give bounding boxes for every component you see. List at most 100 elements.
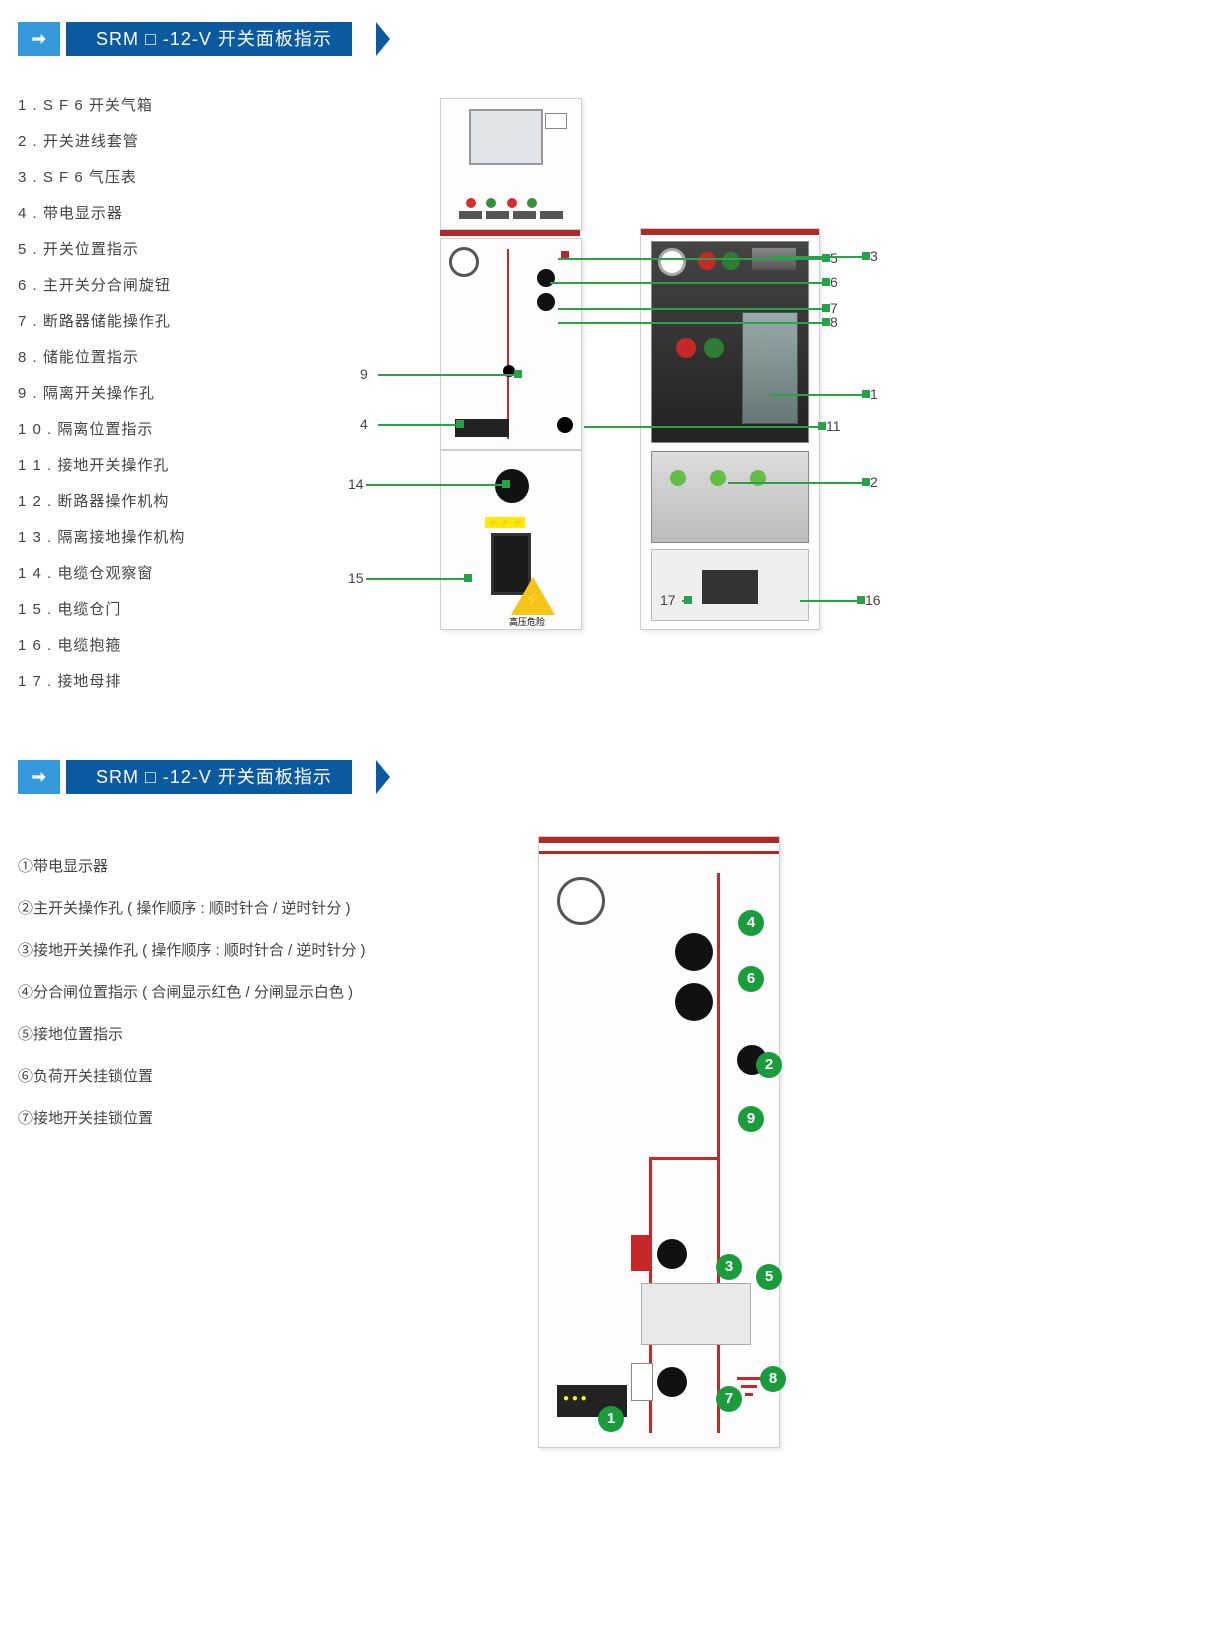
gnd-3 <box>745 1393 753 1396</box>
marker-4: 4 <box>738 910 764 936</box>
main-knob-2 <box>675 983 713 1021</box>
gauge-internal <box>658 248 686 276</box>
callout-15: 15 <box>348 570 364 586</box>
list-item: 1 7 . 接地母排 <box>18 664 185 700</box>
callout-9: 9 <box>360 366 368 382</box>
diagram-2: ● ● ● 462935871 <box>520 826 1000 1626</box>
lead-dot <box>862 390 870 398</box>
header-bar-1: SRM □ -12-V 开关面板指示 <box>18 18 1223 58</box>
lead-line <box>366 484 506 486</box>
mechanism-upper <box>651 241 809 443</box>
list-item: 1 2 . 断路器操作机构 <box>18 484 185 520</box>
list-item: 9 . 隔离开关操作孔 <box>18 376 185 412</box>
warn-strip: ⚡ ⚡ ⚡ <box>485 517 525 528</box>
list-item: 1 0 . 隔离位置指示 <box>18 412 185 448</box>
earth-hole-3 <box>657 1239 687 1269</box>
lead-dot <box>514 370 522 378</box>
callout-6: 6 <box>830 274 838 290</box>
cable-clamp <box>702 570 758 604</box>
list-item: 6 . 主开关分合闸旋钮 <box>18 268 185 304</box>
callout-14: 14 <box>348 476 364 492</box>
section-title-1: SRM □ -12-V 开关面板指示 <box>66 22 352 56</box>
callout-11: 11 <box>826 418 841 434</box>
lead-line <box>728 482 866 484</box>
main-knob-1 <box>675 933 713 971</box>
marker-1: 1 <box>598 1406 624 1432</box>
callout-2: 2 <box>870 474 878 490</box>
cable-door: ⚡ ⚡ ⚡ ⚡ 高压危险 <box>440 450 582 630</box>
list-item: ⑤接地位置指示 <box>18 1014 366 1056</box>
lead-dot <box>456 420 464 428</box>
lead-line <box>550 282 826 284</box>
marker-6: 6 <box>738 966 764 992</box>
list-item: ②主开关操作孔 ( 操作顺序 : 顺时针合 / 逆时针分 ) <box>18 888 366 930</box>
nameplate <box>641 1283 751 1345</box>
view-window <box>495 469 529 503</box>
header-bar-2: SRM □ -12-V 开关面板指示 <box>18 756 1223 796</box>
lead-line <box>558 258 826 260</box>
gnd-1 <box>737 1377 761 1380</box>
mimic-h <box>649 1157 719 1160</box>
list-item: 5 . 开关位置指示 <box>18 232 185 268</box>
cabinet-mid-panel <box>440 238 582 450</box>
callout-17: 17 <box>660 592 676 608</box>
pressure-gauge-large <box>557 877 605 925</box>
pos-white <box>631 1363 653 1401</box>
section-1: SRM □ -12-V 开关面板指示 1 . S F 6 开关气箱2 . 开关进… <box>0 18 1223 738</box>
callout-4: 4 <box>360 416 368 432</box>
list-item: 7 . 断路器储能操作孔 <box>18 304 185 340</box>
callout-5: 5 <box>830 250 838 266</box>
lead-line <box>558 322 826 324</box>
marker-7: 7 <box>716 1386 742 1412</box>
lead-line <box>366 578 468 580</box>
sf6-tank <box>742 312 798 424</box>
marker-8: 8 <box>760 1366 786 1392</box>
meter-small <box>545 113 567 129</box>
callout-1: 1 <box>870 386 878 402</box>
callout-8: 8 <box>830 314 838 330</box>
list-item: 8 . 储能位置指示 <box>18 340 185 376</box>
cabinet-internal <box>640 228 820 630</box>
section-title-2: SRM □ -12-V 开关面板指示 <box>66 760 352 794</box>
cabinet-top-panel <box>440 98 582 230</box>
list-item: 1 3 . 隔离接地操作机构 <box>18 520 185 556</box>
list-item: 3 . S F 6 气压表 <box>18 160 185 196</box>
list-item: 1 . S F 6 开关气箱 <box>18 88 185 124</box>
pos-red <box>631 1235 651 1271</box>
callout-16: 16 <box>865 592 881 608</box>
list-item: 4 . 带电显示器 <box>18 196 185 232</box>
lead-dot <box>502 480 510 488</box>
marker-9: 9 <box>738 1106 764 1132</box>
list-item: ①带电显示器 <box>18 846 366 888</box>
lead-line <box>558 308 826 310</box>
lead-dot <box>464 574 472 582</box>
sf6-gauge <box>449 247 479 277</box>
earth-hole <box>557 417 573 433</box>
lead-dot <box>818 422 826 430</box>
marker-2: 2 <box>756 1052 782 1078</box>
lead-line <box>378 424 460 426</box>
list-item: 1 5 . 电缆仓门 <box>18 592 185 628</box>
arrow-icon <box>18 760 60 794</box>
arrow-icon <box>18 22 60 56</box>
lead-line <box>584 426 822 428</box>
list-item: ④分合闸位置指示 ( 合闸显示红色 / 分闸显示白色 ) <box>18 972 366 1014</box>
lead-line <box>800 600 861 602</box>
list-item: 1 1 . 接地开关操作孔 <box>18 448 185 484</box>
lead-dot <box>862 478 870 486</box>
display-screen <box>469 109 543 165</box>
lead-line <box>378 374 518 376</box>
knob-1 <box>537 269 555 287</box>
mimic-line-v <box>507 249 509 439</box>
lead-line <box>770 394 866 396</box>
gnd-2 <box>741 1385 757 1388</box>
lead-line <box>772 256 866 258</box>
lead-dot <box>822 278 830 286</box>
hv-warning-icon: ⚡ <box>511 577 555 615</box>
cable-compartment <box>651 549 809 621</box>
marker-5: 5 <box>756 1264 782 1290</box>
title-chevron <box>376 760 390 794</box>
list-item: ⑦接地开关挂锁位置 <box>18 1098 366 1140</box>
list-item: 2 . 开关进线套管 <box>18 124 185 160</box>
hv-warning-text: 高压危险 <box>497 615 557 628</box>
